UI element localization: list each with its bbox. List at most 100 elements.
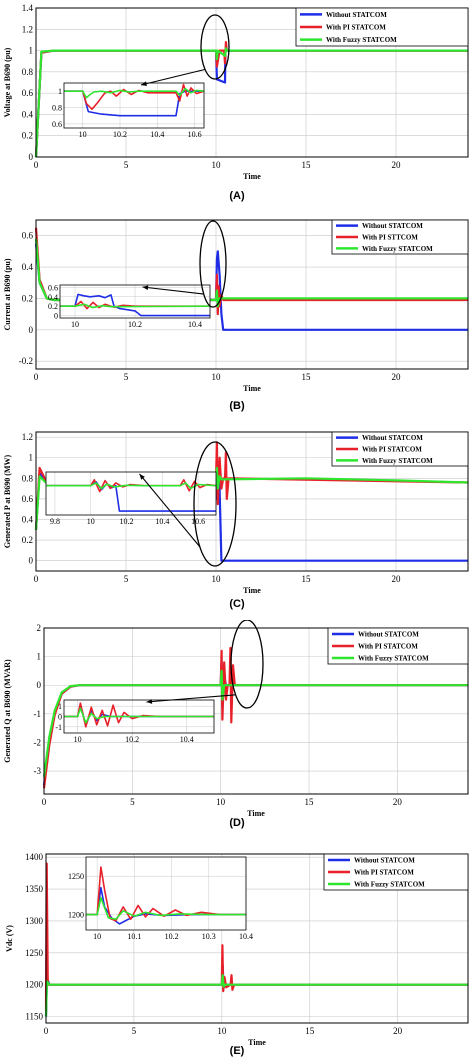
y-tick-label: 1.2 [22,24,33,34]
inset-frame [59,284,211,319]
zoom-arrow-head [139,474,145,480]
chart-panel-1: 0 5 10 15 20 0 0.2 0.4 0.6 0.8 1 1.2 1.4 Time Voltage … [3,3,469,202]
x-axis-label: Time [243,586,261,595]
y-tick-label: 1350 [25,884,44,894]
legend-label: With PI STATCOM [358,643,418,651]
inset-x-tick-label: 10 [93,932,101,941]
y-axis-label: Current at B690 (pu) [3,258,12,330]
y-tick-label: 1250 [25,948,44,958]
legend-label: With Fuzzy STATCOM [362,457,433,465]
inset-x-tick-label: 10.2 [125,735,139,744]
panel-label: (A) [229,190,245,202]
inset-series-line-pi [60,300,210,310]
y-tick-label: 1 [29,46,34,56]
inset-y-tick-label: 0 [58,713,62,722]
inset-series-line-without [60,293,210,317]
legend-label: With PI STATCOM [362,446,422,454]
inset-series-line-fuzzy [86,896,246,920]
zoom-arrow [139,473,201,548]
y-tick-label: 0.8 [22,473,34,483]
chart-panel-3: 0 5 10 15 20 0 0.2 0.4 0.6 0.8 1 1.2 Time Generated P… [3,431,469,610]
x-axis-label: Time [243,384,261,393]
inset-y-tick-label: 0 [54,312,58,321]
legend-label: With PI STATCOM [326,24,386,32]
legend-label: Without STATCOM [358,631,419,639]
inset-x-tick-label: 10.4 [150,130,164,139]
inset-x-tick-label: 10 [71,320,79,329]
x-axis-label: Time [243,172,261,181]
legend-label: Without STATCOM [354,857,415,865]
series-line-fuzzy [44,974,468,1017]
inset-area [46,472,216,515]
legend-label: With Fuzzy STATCOM [354,881,425,889]
y-axis-label: Vdc (V) [5,925,14,952]
x-tick-label: 5 [130,797,135,807]
y-tick-label: 0.4 [22,109,34,119]
x-tick-label: 10 [216,797,226,807]
y-tick-label: 0.4 [22,262,34,272]
inset-y-tick-label: 0.4 [48,293,58,302]
y-tick-label: 0.6 [22,88,34,98]
x-tick-label: 0 [44,1026,49,1036]
x-tick-label: 10 [212,574,222,584]
zoom-arrow [140,68,206,86]
inset-x-tick-label: 10 [74,735,82,744]
legend-label: With Fuzzy STATCOM [326,36,397,44]
x-tick-label: 10 [212,160,222,170]
legend-label: With PI STTCOM [362,234,418,242]
panel-label: (E) [230,1045,245,1057]
y-axis-label: Voltage at B690 (pu) [3,47,12,117]
x-tick-label: 0 [34,160,39,170]
inset-frame [63,699,215,734]
y-tick-label: 1400 [25,852,44,862]
inset-x-tick-label: 10.2 [165,932,179,941]
inset-series-line-fuzzy [46,482,217,490]
inset-y-tick-label: 0.6 [52,120,62,129]
legend-label: Without STATCOM [326,11,387,19]
inset-y-tick-label: 0.2 [48,302,58,311]
legend-box [295,7,469,47]
inset-y-tick-label: 1 [58,702,62,711]
series-line-fuzzy [34,47,468,158]
x-axis-label: Time [248,1038,266,1047]
y-tick-label: 1200 [25,980,44,990]
zoom-arrow [142,286,204,295]
series-line-without [34,461,468,562]
plot-frame [35,431,469,572]
x-tick-label: 5 [124,372,129,382]
y-tick-label: 0 [29,152,34,162]
inset-frame [45,471,217,516]
x-tick-label: 5 [124,160,129,170]
legend-label: Without STATCOM [362,434,423,442]
x-tick-label: 15 [305,797,315,807]
inset-x-tick-label: 10.6 [188,130,202,139]
inset-x-tick-label: 10.4 [155,517,169,526]
y-tick-label: 0 [37,680,42,690]
inset-x-tick-label: 10.4 [180,735,194,744]
y-tick-label: 1 [29,453,34,463]
inset-series-line-fuzzy [64,87,205,99]
inset-x-tick-label: 10.2 [113,130,127,139]
inset-x-tick-label: 9.8 [50,517,60,526]
y-tick-label: -1 [34,709,42,719]
plot-frame [35,7,469,158]
zoom-ellipse [193,441,237,567]
inset-x-tick-label: 10 [87,517,95,526]
y-tick-label: 1 [37,652,42,662]
chart-panel-5: 0 5 10 15 20 1150 1200 1250 1300 1350 1400 Time Vdc … [5,852,469,1057]
y-tick-label: 0.6 [22,231,34,241]
x-tick-label: 15 [302,372,312,382]
y-tick-label: 1.2 [22,432,33,442]
y-axis-label: Generated P at B690 (MW) [3,455,12,549]
x-tick-label: 20 [392,372,402,382]
inset-y-tick-label: 0.6 [48,283,58,292]
inset-y-tick-label: 0.8 [52,104,62,113]
zoom-ellipse [199,220,227,308]
inset-frame [63,82,205,129]
panel-label: (C) [229,598,245,610]
inset-y-tick-label: -1 [55,723,62,732]
panel-label: (B) [229,400,245,412]
y-tick-label: 0.4 [22,515,34,525]
inset-series-line-pi [46,478,217,493]
